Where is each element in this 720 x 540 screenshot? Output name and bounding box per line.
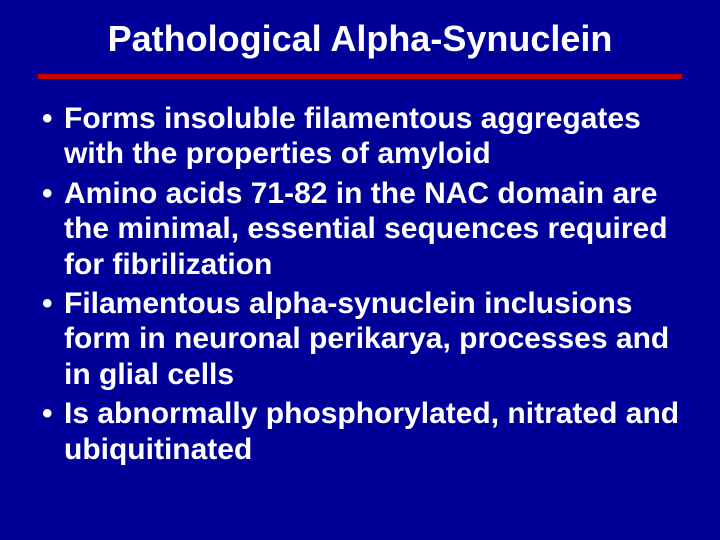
list-item: •Filamentous alpha-synuclein inclusions … <box>36 286 690 392</box>
bullet-text: Amino acids 71-82 in the NAC domain are … <box>64 177 668 281</box>
title-divider <box>38 74 682 79</box>
list-item: •Forms insoluble filamentous aggregates … <box>36 101 690 172</box>
list-item: •Is abnormally phosphorylated, nitrated … <box>36 396 690 467</box>
bullet-text: Forms insoluble filamentous aggregates w… <box>64 102 641 170</box>
bullet-list: •Forms insoluble filamentous aggregates … <box>30 101 690 467</box>
bullet-icon: • <box>42 101 64 136</box>
slide-title: Pathological Alpha-Synuclein <box>30 18 690 70</box>
slide: Pathological Alpha-Synuclein •Forms inso… <box>0 0 720 540</box>
bullet-icon: • <box>42 176 64 211</box>
bullet-icon: • <box>42 396 64 431</box>
bullet-text: Is abnormally phosphorylated, nitrated a… <box>64 397 679 465</box>
bullet-text: Filamentous alpha-synuclein inclusions f… <box>64 287 669 391</box>
list-item: •Amino acids 71-82 in the NAC domain are… <box>36 176 690 282</box>
bullet-icon: • <box>42 286 64 321</box>
